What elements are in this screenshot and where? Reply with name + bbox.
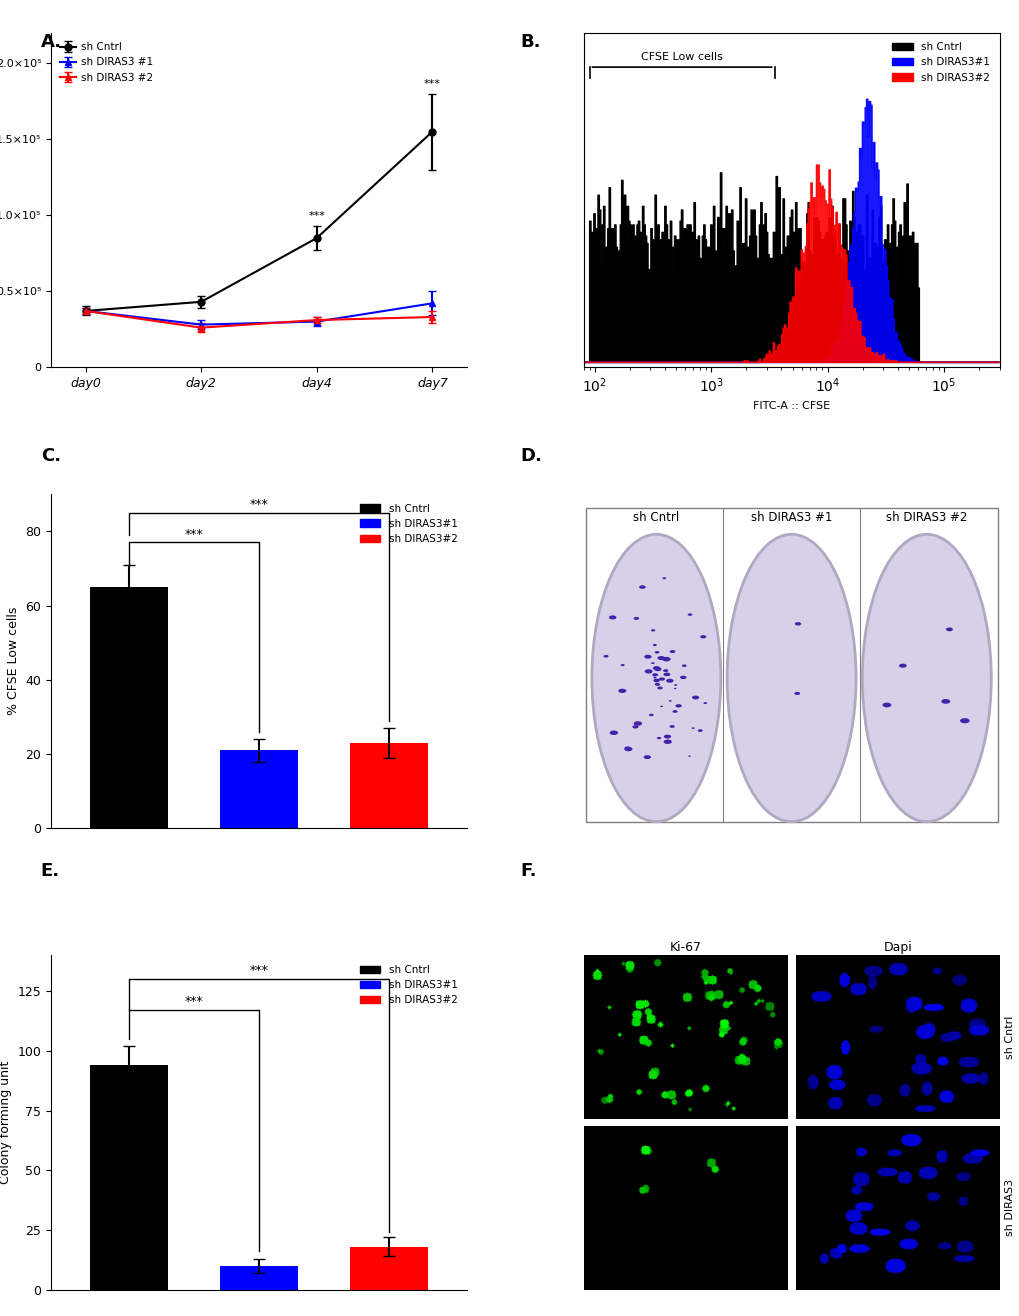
Ellipse shape [644, 670, 652, 674]
Ellipse shape [861, 534, 990, 821]
Ellipse shape [651, 674, 657, 676]
Ellipse shape [657, 657, 664, 661]
Ellipse shape [669, 650, 675, 653]
Ellipse shape [653, 676, 655, 679]
Ellipse shape [661, 578, 665, 579]
Text: A.: A. [41, 33, 62, 51]
Text: ***: *** [424, 79, 440, 89]
Y-axis label: Colony forming unit: Colony forming unit [0, 1061, 12, 1184]
X-axis label: FITC-A :: CFSE: FITC-A :: CFSE [752, 401, 829, 411]
Text: B.: B. [520, 33, 540, 51]
Ellipse shape [881, 703, 891, 707]
Ellipse shape [624, 746, 632, 751]
Ellipse shape [959, 719, 969, 724]
Ellipse shape [898, 663, 906, 667]
Ellipse shape [618, 688, 626, 694]
Ellipse shape [658, 678, 664, 680]
Ellipse shape [633, 617, 639, 620]
Ellipse shape [608, 616, 615, 620]
Ellipse shape [654, 667, 661, 671]
Ellipse shape [672, 711, 677, 713]
Ellipse shape [654, 651, 659, 654]
Ellipse shape [652, 644, 656, 646]
Ellipse shape [697, 729, 702, 732]
Text: F.: F. [520, 862, 536, 880]
Ellipse shape [654, 683, 659, 686]
Ellipse shape [691, 696, 699, 699]
Ellipse shape [661, 657, 671, 662]
Text: ***: *** [308, 212, 325, 221]
Ellipse shape [703, 703, 706, 704]
Ellipse shape [663, 740, 672, 744]
Text: ***: *** [250, 497, 268, 511]
Text: sh Cntrl: sh Cntrl [633, 511, 679, 524]
Text: ***: *** [250, 963, 268, 976]
Ellipse shape [674, 684, 677, 686]
Y-axis label: sh DIRAS3: sh DIRAS3 [1004, 1179, 1014, 1236]
Ellipse shape [653, 679, 659, 682]
Ellipse shape [643, 755, 650, 759]
Text: D.: D. [520, 447, 541, 466]
Ellipse shape [941, 699, 950, 704]
Y-axis label: % CFSE Low cells: % CFSE Low cells [7, 607, 19, 716]
Ellipse shape [945, 628, 952, 632]
Bar [220, 750, 298, 828]
Ellipse shape [674, 688, 676, 690]
Text: ***: *** [184, 528, 203, 541]
Ellipse shape [687, 613, 692, 616]
Title: Dapi: Dapi [882, 941, 911, 954]
Ellipse shape [668, 700, 672, 701]
Ellipse shape [650, 629, 654, 632]
Ellipse shape [648, 713, 653, 716]
Ellipse shape [794, 622, 801, 625]
Ellipse shape [675, 704, 681, 708]
Bar [350, 744, 428, 828]
Ellipse shape [662, 672, 669, 676]
Bar [90, 587, 168, 828]
Ellipse shape [727, 534, 855, 821]
Ellipse shape [644, 655, 651, 659]
Ellipse shape [665, 679, 673, 683]
Text: sh DIRAS3 #1: sh DIRAS3 #1 [750, 511, 832, 524]
Ellipse shape [656, 737, 660, 740]
Legend: sh Cntrl, sh DIRAS3#1, sh DIRAS3#2: sh Cntrl, sh DIRAS3#1, sh DIRAS3#2 [888, 38, 994, 87]
Bar [350, 1246, 428, 1290]
Text: sh DIRAS3 #2: sh DIRAS3 #2 [886, 511, 967, 524]
Legend: sh Cntrl, sh DIRAS3 #1, sh DIRAS3 #2: sh Cntrl, sh DIRAS3 #1, sh DIRAS3 #2 [56, 38, 157, 87]
Ellipse shape [668, 725, 675, 728]
Title: Ki-67: Ki-67 [668, 941, 701, 954]
Text: ***: *** [184, 995, 203, 1008]
Bar [220, 1266, 298, 1290]
Text: E.: E. [41, 862, 60, 880]
Ellipse shape [639, 586, 645, 588]
Ellipse shape [650, 662, 654, 665]
Text: CFSE Low cells: CFSE Low cells [641, 51, 722, 62]
Y-axis label: sh Cntrl: sh Cntrl [1004, 1016, 1014, 1059]
Ellipse shape [794, 692, 799, 695]
Bar [90, 1065, 168, 1290]
Ellipse shape [699, 636, 705, 638]
Text: C.: C. [41, 447, 61, 466]
Ellipse shape [621, 665, 625, 666]
Legend: sh Cntrl, sh DIRAS3#1, sh DIRAS3#2: sh Cntrl, sh DIRAS3#1, sh DIRAS3#2 [355, 499, 462, 549]
Ellipse shape [603, 655, 608, 658]
Ellipse shape [688, 755, 690, 757]
Ellipse shape [609, 730, 618, 736]
Ellipse shape [653, 679, 659, 682]
Ellipse shape [680, 675, 686, 679]
Ellipse shape [654, 683, 658, 684]
Ellipse shape [691, 728, 694, 729]
Ellipse shape [663, 734, 671, 738]
Ellipse shape [633, 721, 642, 726]
Ellipse shape [632, 725, 638, 729]
Ellipse shape [591, 534, 720, 821]
Ellipse shape [662, 670, 667, 672]
Ellipse shape [656, 687, 662, 690]
Legend: sh Cntrl, sh DIRAS3#1, sh DIRAS3#2: sh Cntrl, sh DIRAS3#1, sh DIRAS3#2 [355, 961, 462, 1009]
Ellipse shape [652, 666, 659, 670]
Ellipse shape [681, 665, 686, 667]
Ellipse shape [624, 746, 630, 750]
Ellipse shape [659, 705, 662, 707]
